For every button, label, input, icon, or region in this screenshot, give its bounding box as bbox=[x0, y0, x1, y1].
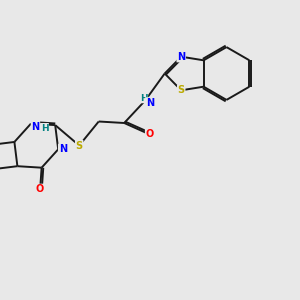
Text: S: S bbox=[178, 85, 185, 95]
Text: H: H bbox=[140, 94, 148, 103]
Text: S: S bbox=[76, 140, 83, 151]
Text: N: N bbox=[146, 98, 154, 108]
Text: O: O bbox=[36, 184, 44, 194]
Text: O: O bbox=[146, 129, 154, 140]
Text: H: H bbox=[41, 124, 48, 133]
Text: N: N bbox=[177, 52, 185, 62]
Text: N: N bbox=[58, 144, 67, 154]
Text: N: N bbox=[32, 122, 40, 132]
